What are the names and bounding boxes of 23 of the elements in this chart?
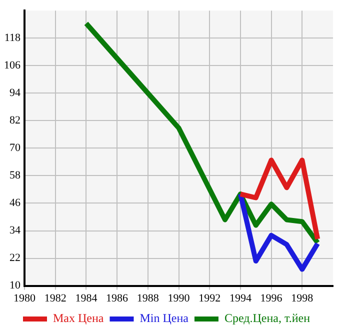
x-tick-label: 1984: [75, 292, 98, 304]
y-tick-label: 22: [10, 252, 20, 264]
y-tick-label: 58: [10, 170, 21, 182]
x-tick-label: 1998: [291, 292, 314, 304]
y-tick-label: 10: [10, 280, 21, 292]
y-tick-label: 106: [4, 60, 21, 72]
x-tick-label: 1988: [136, 292, 160, 304]
x-tick-label: 1982: [44, 292, 66, 304]
x-tick-label: 1986: [106, 292, 129, 304]
x-tick-label: 1994: [229, 292, 252, 304]
x-tick-label: 1990: [168, 292, 190, 304]
y-tick-label: 82: [10, 114, 20, 127]
x-tick-label: 1980: [14, 292, 36, 304]
legend-label: Min Цена: [140, 311, 190, 326]
legend-label: Max Цена: [52, 311, 104, 326]
y-tick-label: 118: [4, 32, 21, 44]
y-tick-label: 70: [10, 142, 21, 154]
x-tick-label: 1996: [260, 292, 283, 304]
legend-label: Сред.Цена, т.йен: [224, 311, 311, 326]
y-tick-label: 94: [10, 87, 21, 100]
y-tick-label: 34: [10, 224, 21, 237]
y-tick-label: 46: [10, 197, 21, 210]
x-tick-label: 1992: [198, 292, 221, 304]
